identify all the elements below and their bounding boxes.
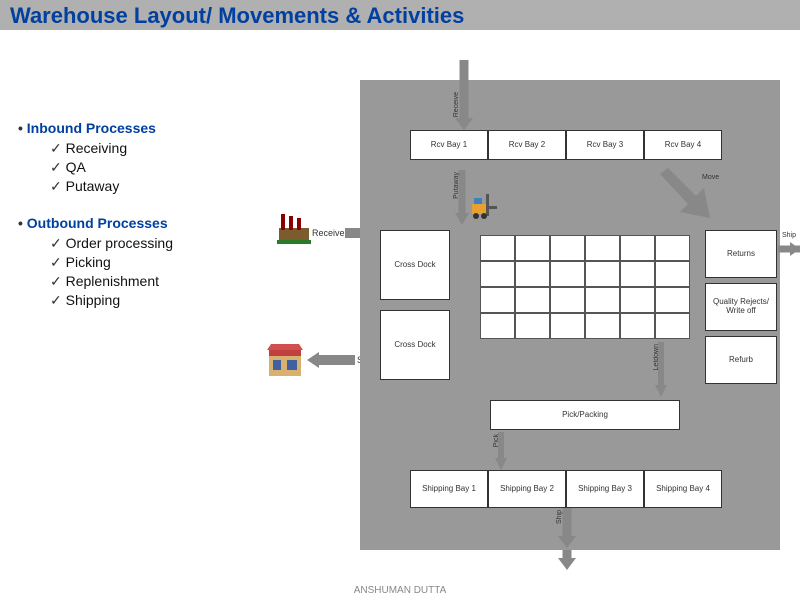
- storage-cell: [480, 261, 515, 287]
- page-title: Warehouse Layout/ Movements & Activities: [10, 4, 790, 28]
- storage-cell: [480, 235, 515, 261]
- storage-cell: [515, 261, 550, 287]
- storage-cell: [585, 313, 620, 339]
- list-item: QA: [50, 159, 248, 176]
- side-process-box: Refurb: [705, 336, 777, 384]
- receive-bay: Rcv Bay 1: [410, 130, 488, 160]
- factory-icon: [275, 212, 313, 244]
- outbound-head: Outbound Processes: [18, 215, 248, 231]
- storage-cell: [655, 287, 690, 313]
- storage-cell: [550, 287, 585, 313]
- bullets-panel: Inbound Processes Receiving QA Putaway Out…: [18, 120, 248, 329]
- storage-cell: [620, 287, 655, 313]
- shipping-bay: Shipping Bay 3: [566, 470, 644, 508]
- arrow: Letdown: [655, 342, 667, 402]
- side-process-box: Quality Rejects/ Write off: [705, 283, 777, 331]
- shipping-bay: Shipping Bay 1: [410, 470, 488, 508]
- arrow-label: Ship: [556, 510, 563, 524]
- inbound-list: Receiving QA Putaway: [50, 140, 248, 195]
- receive-bay: Rcv Bay 3: [566, 130, 644, 160]
- storage-cell: [585, 287, 620, 313]
- arrow-label: Move: [702, 174, 719, 181]
- list-item: Picking: [50, 254, 248, 271]
- arrow-label: Putaway: [453, 172, 460, 199]
- arrow-label: Pick: [493, 434, 500, 447]
- list-item: Order processing: [50, 235, 248, 252]
- storage-cell: [515, 313, 550, 339]
- arrow: [780, 242, 800, 261]
- storage-cell: [655, 261, 690, 287]
- outbound-list: Order processing Picking Replenishment Ship…: [50, 235, 248, 309]
- arrow-label: Ship: [782, 232, 796, 239]
- storage-cell: [655, 313, 690, 339]
- arrow: [455, 60, 473, 95]
- cross-dock: Cross Dock: [380, 310, 450, 380]
- storage-cell: [480, 313, 515, 339]
- list-item: Putaway: [50, 178, 248, 195]
- arrow: Move: [660, 168, 710, 223]
- pick-packing: Pick/Packing: [490, 400, 680, 430]
- cross-dock: Cross Dock: [380, 230, 450, 300]
- content-area: Inbound Processes Receiving QA Putaway Out…: [0, 30, 800, 570]
- list-item: Shipping: [50, 292, 248, 309]
- arrow: Receive: [455, 90, 473, 135]
- receive-label: Receive: [312, 228, 345, 238]
- list-item: Receiving: [50, 140, 248, 157]
- list-item: Replenishment: [50, 273, 248, 290]
- arrow: Ship: [558, 508, 576, 553]
- storage-cell: [515, 287, 550, 313]
- side-process-box: Returns: [705, 230, 777, 278]
- storage-cell: [550, 313, 585, 339]
- arrow: [558, 550, 576, 575]
- storage-cell: [620, 261, 655, 287]
- storage-cell: [585, 261, 620, 287]
- shipping-bay: Shipping Bay 2: [488, 470, 566, 508]
- store-icon: [265, 340, 305, 380]
- arrow-label: Letdown: [653, 344, 660, 370]
- warehouse-diagram: Rcv Bay 1Rcv Bay 2Rcv Bay 3Rcv Bay 4 Cros…: [360, 80, 780, 550]
- storage-cell: [550, 261, 585, 287]
- arrow-label: Receive: [453, 92, 460, 117]
- receive-bay: Rcv Bay 4: [644, 130, 722, 160]
- forklift-icon: [470, 190, 498, 225]
- storage-cell: [515, 235, 550, 261]
- arrow: Pick: [495, 432, 507, 475]
- arrow: Putaway: [455, 170, 469, 230]
- storage-cell: [620, 313, 655, 339]
- receive-bay: Rcv Bay 2: [488, 130, 566, 160]
- shipping-bay: Shipping Bay 4: [644, 470, 722, 508]
- storage-cell: [655, 235, 690, 261]
- storage-cell: [550, 235, 585, 261]
- storage-cell: [480, 287, 515, 313]
- footer-author: ANSHUMAN DUTTA: [0, 585, 800, 596]
- storage-cell: [585, 235, 620, 261]
- inbound-head: Inbound Processes: [18, 120, 248, 136]
- storage-cell: [620, 235, 655, 261]
- title-bar: Warehouse Layout/ Movements & Activities: [0, 0, 800, 30]
